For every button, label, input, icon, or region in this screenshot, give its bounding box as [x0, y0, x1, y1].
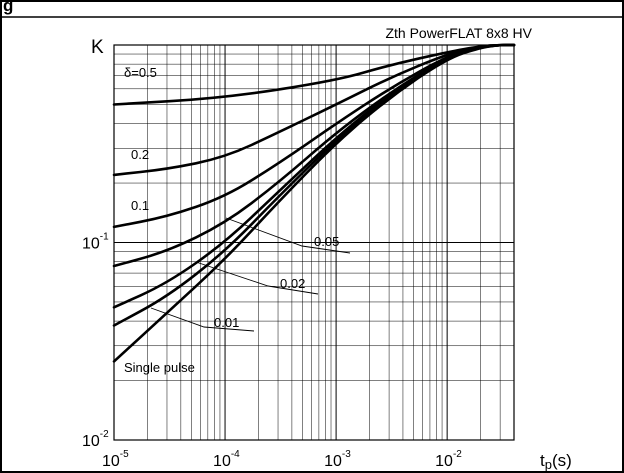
label-leader-0 [225, 217, 351, 254]
x-tick-label-1: 10-4 [213, 449, 240, 470]
label-leader-2 [150, 307, 255, 332]
x-axis-label: tp(s) [540, 451, 572, 472]
x-tick-label-0: 10-5 [102, 449, 129, 470]
series-label-5: 0.01 [214, 315, 239, 330]
chart-title: Zth PowerFLAT 8x8 HV [385, 25, 532, 41]
series-label-0: δ=0.5 [124, 65, 157, 80]
tick-labels: 10-5 10-4 10-3 10-2 10-1 10-2 [82, 232, 462, 471]
series-line-5 [112, 43, 516, 327]
series-line-2 [112, 43, 516, 229]
series-label-6: Single pulse [124, 360, 195, 375]
x-tick-label-3: 10-2 [435, 449, 462, 470]
y-axis-label: K [91, 37, 104, 58]
series-label-3: 0.05 [314, 234, 339, 249]
series-label-1: 0.2 [131, 147, 149, 162]
series-line-3 [112, 43, 516, 268]
label-leader-1 [195, 261, 319, 295]
plot-border [113, 44, 515, 441]
series-label-2: 0.1 [131, 198, 149, 213]
series-line-1 [112, 43, 516, 177]
series-label-4: 0.02 [280, 276, 305, 291]
curve-labels: δ=0.5 0.2 0.1 0.05 0.02 0.01 Single pulse [124, 65, 339, 375]
series-line-6 [112, 43, 516, 363]
page-title-fragment: g [3, 0, 13, 15]
y-tick-label-0: 10-1 [82, 232, 109, 253]
y-tick-label-1: 10-2 [82, 429, 109, 450]
grid [113, 45, 515, 441]
x-tick-label-2: 10-3 [324, 449, 351, 470]
curves [112, 43, 516, 363]
label-leaders [150, 217, 351, 332]
